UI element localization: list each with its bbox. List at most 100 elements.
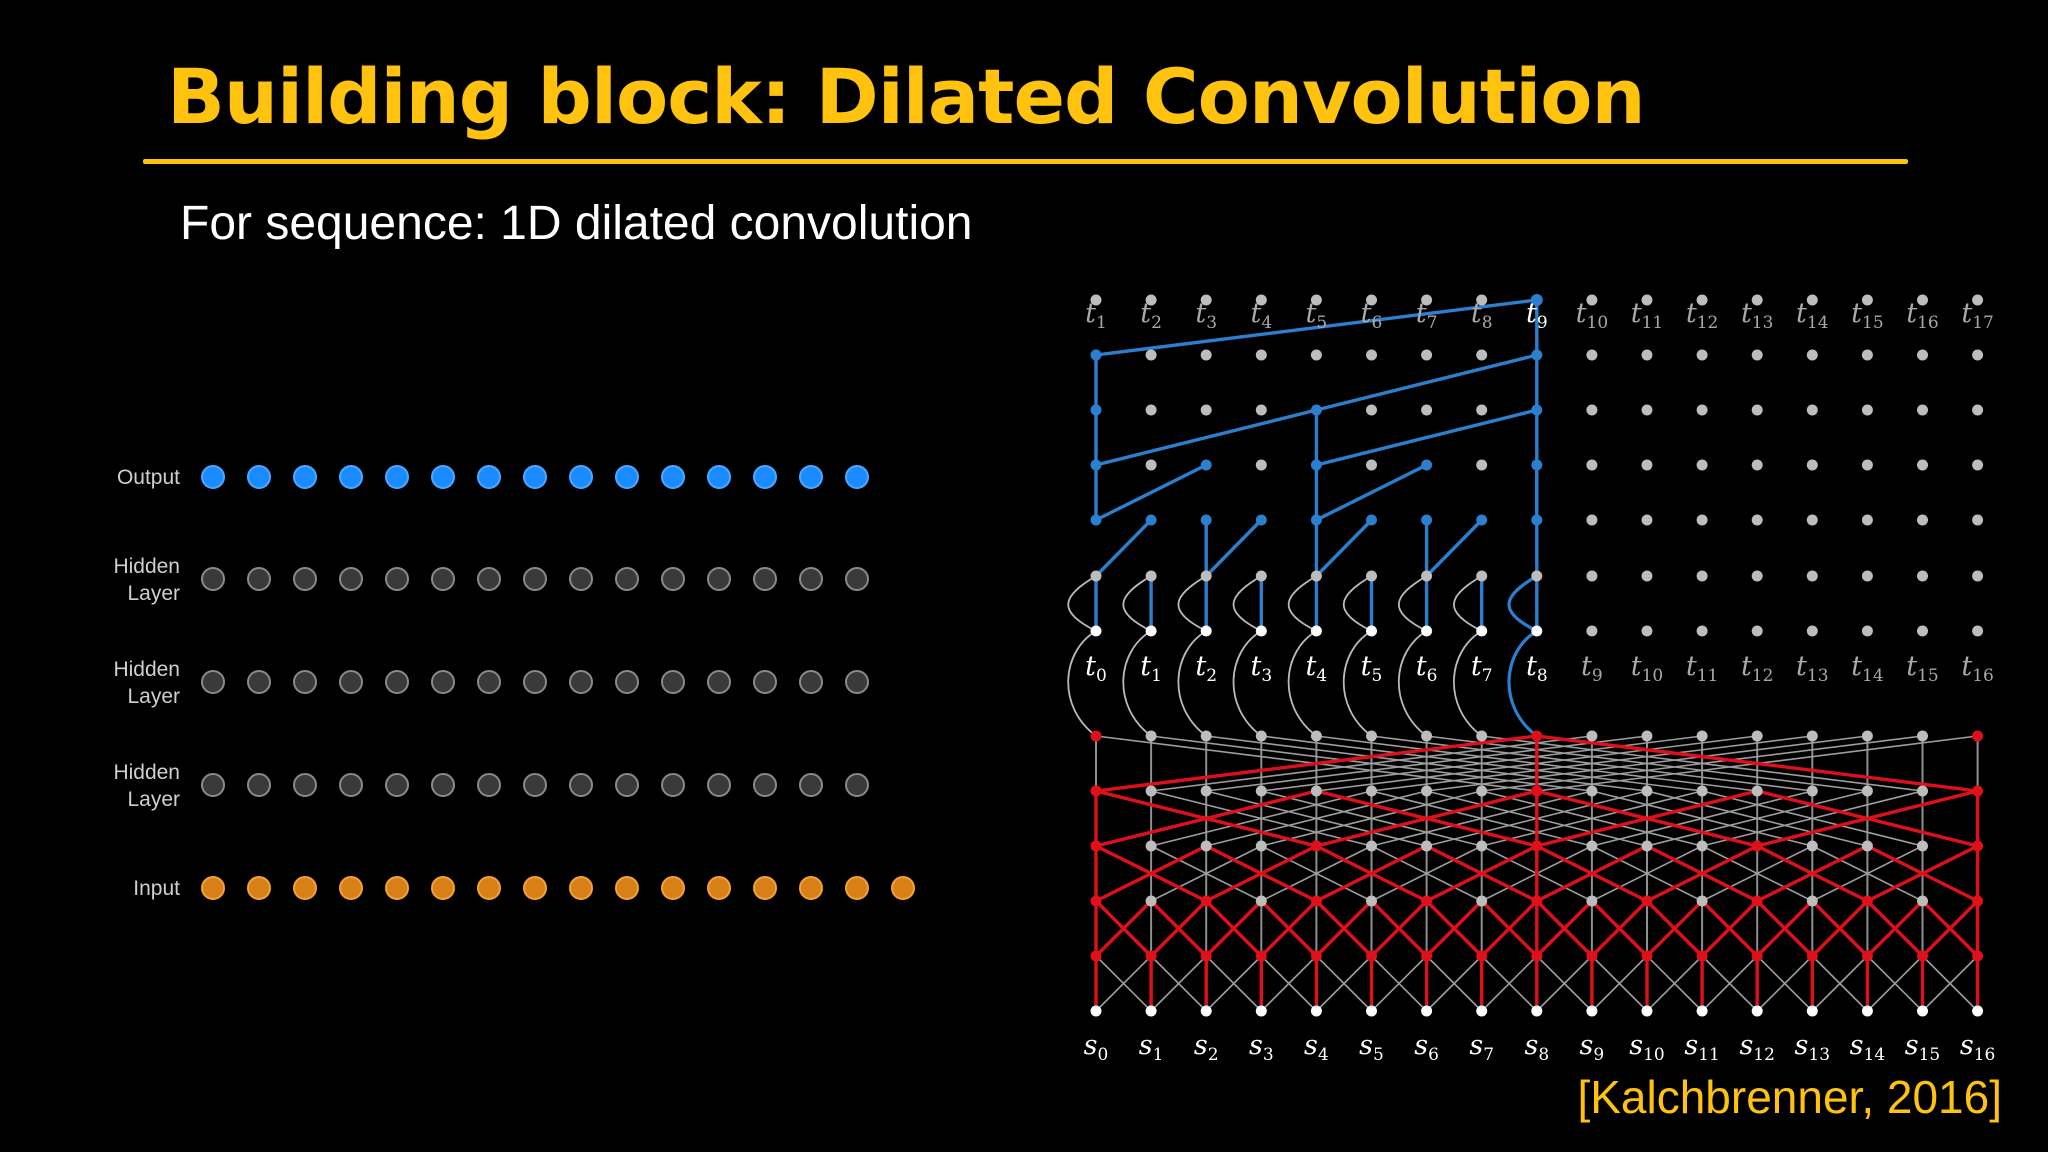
decoder-node	[1090, 349, 1102, 361]
target-label: t16	[1906, 298, 1939, 333]
encoder-hidden-node	[1972, 840, 1984, 852]
encoder-highlight-edge	[1755, 899, 1814, 958]
decoder-node	[1310, 459, 1322, 471]
input-node	[293, 876, 317, 900]
source-label: s13	[1795, 1030, 1831, 1065]
encoder-highlight-edge	[1921, 899, 1979, 958]
decoder-node	[1090, 514, 1102, 526]
encoder-hidden-node	[1861, 895, 1873, 907]
decoder-node	[1255, 404, 1267, 416]
hidden-node	[293, 773, 317, 797]
encoder-hidden-node	[1696, 785, 1708, 797]
decoder-input-link	[1342, 630, 1373, 737]
encoder-top-node	[1310, 730, 1322, 742]
decoder-node	[1917, 570, 1928, 582]
encoder-hidden-node	[1145, 895, 1157, 907]
source-node	[1586, 1005, 1598, 1017]
decoder-node	[1421, 404, 1433, 416]
encoder-hidden-node	[1310, 840, 1322, 852]
encoder-hidden-node	[1145, 950, 1157, 962]
encoder-hidden-node	[1255, 840, 1267, 852]
hidden-node	[339, 670, 363, 694]
hidden-node	[431, 670, 455, 694]
decoder-input-node	[1421, 625, 1433, 637]
decoder-node	[1696, 459, 1708, 471]
encoder-highlight-edge	[1480, 899, 1539, 958]
input-node	[247, 876, 271, 900]
source-label: s8	[1524, 1030, 1549, 1065]
decoder-edge	[1425, 518, 1483, 578]
decoder-input-link	[1177, 575, 1207, 632]
decoder-input-label: t3	[1250, 651, 1272, 686]
encoder-highlight-edge	[1095, 844, 1207, 903]
decoder-node	[1366, 349, 1377, 361]
target-label: t2	[1140, 298, 1162, 333]
decoder-input-link	[1397, 575, 1428, 632]
source-label: s15	[1905, 1030, 1941, 1065]
input-node	[385, 876, 409, 900]
hidden-node	[707, 773, 731, 797]
encoder-hidden-node	[1145, 840, 1157, 852]
target-label: t14	[1796, 298, 1829, 333]
encoder-grid-edge	[1261, 735, 1703, 792]
hidden-node	[523, 567, 547, 591]
target-node	[1366, 294, 1377, 306]
decoder-node	[1641, 459, 1653, 471]
source-label: s14	[1850, 1030, 1886, 1065]
target-node	[1917, 294, 1928, 306]
encoder-highlight-edge	[1204, 899, 1263, 958]
output-node	[799, 465, 823, 489]
encoder-hidden-node	[1806, 785, 1818, 797]
encoder-hidden-node	[1310, 895, 1322, 907]
encoder-hidden-node	[1476, 785, 1488, 797]
input-node	[799, 876, 823, 900]
output-node	[385, 465, 409, 489]
encoder-grid-edge	[1591, 790, 1813, 847]
encoder-grid-edge	[1811, 955, 1868, 1012]
decoder-input-link	[1287, 630, 1317, 737]
decoder-node	[1806, 459, 1818, 471]
encoder-hidden-node	[1476, 950, 1488, 962]
hidden-node	[569, 567, 593, 591]
decoder-input-label: t5	[1361, 651, 1383, 686]
encoder-hidden-node	[1751, 950, 1763, 962]
target-node	[1641, 294, 1653, 306]
encoder-highlight-edge	[1590, 899, 1649, 958]
encoder-hidden-node	[1421, 895, 1433, 907]
encoder-highlight-edge	[1866, 844, 1979, 903]
title-underline	[143, 159, 1908, 164]
decoder-edge	[1095, 298, 1538, 357]
encoder-hidden-node	[1751, 895, 1763, 907]
decoder-node	[1145, 349, 1157, 361]
decoder-input-node	[1255, 625, 1267, 637]
decoder-input-node	[1366, 625, 1377, 637]
decoder-node	[1310, 570, 1322, 582]
target-label: t12	[1686, 298, 1719, 333]
encoder-hidden-node	[1366, 950, 1377, 962]
encoder-hidden-node	[1806, 895, 1818, 907]
encoder-top-node	[1972, 730, 1984, 742]
source-label: s2	[1194, 1030, 1219, 1065]
row-label-hidden: Layer	[127, 582, 180, 605]
hidden-node	[845, 567, 869, 591]
encoder-hidden-node	[1641, 840, 1653, 852]
decoder-input-link	[1122, 630, 1152, 737]
decoder-node	[1861, 349, 1873, 361]
decoder-node	[1751, 349, 1763, 361]
encoder-grid-edge	[1205, 955, 1262, 1012]
target-label: t11	[1631, 298, 1664, 333]
decoder-node	[1806, 349, 1818, 361]
encoder-highlight-edge	[1811, 899, 1869, 958]
decoder-node	[1421, 349, 1433, 361]
decoder-node	[1806, 404, 1818, 416]
output-node	[661, 465, 685, 489]
source-label: s6	[1414, 1030, 1439, 1065]
encoder-highlight-edge	[1700, 899, 1759, 958]
encoder-hidden-node	[1255, 785, 1267, 797]
input-node	[339, 876, 363, 900]
encoder-grid-edge	[1701, 845, 1813, 902]
decoder-input-label: t8	[1526, 651, 1548, 686]
encoder-hidden-node	[1531, 895, 1543, 907]
hidden-node	[569, 773, 593, 797]
